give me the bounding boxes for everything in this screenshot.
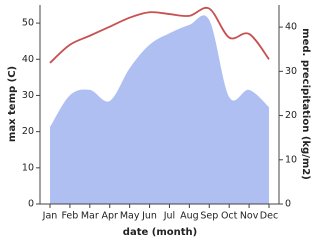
x-tick-label: Nov xyxy=(240,211,259,222)
precipitation-area xyxy=(50,15,269,205)
y2-tick-label: 0 xyxy=(285,199,291,210)
y2-axis-title: med. precipitation (kg/m2) xyxy=(300,28,311,180)
x-tick-label: May xyxy=(120,211,140,222)
y2-tick-label: 10 xyxy=(285,154,297,165)
x-tick-label: Sep xyxy=(200,211,218,222)
x-tick-label: Aug xyxy=(180,211,199,222)
x-tick-label: Apr xyxy=(102,211,119,222)
temp-line xyxy=(49,6,270,64)
y-axis-title: max temp (C) xyxy=(7,66,18,142)
x-axis-title: date (month) xyxy=(123,227,197,238)
y2-tick-label: 20 xyxy=(285,110,297,121)
y-tick-label: 10 xyxy=(22,162,34,173)
x-tick-label: Jun xyxy=(141,211,157,222)
y-tick-label: 50 xyxy=(22,18,34,29)
y-tick-label: 20 xyxy=(22,126,34,137)
y2-tick-label: 30 xyxy=(285,66,297,77)
x-tick-label: Jan xyxy=(42,211,58,222)
y-tick-label: 40 xyxy=(22,54,34,65)
y-tick-label: 30 xyxy=(22,90,34,101)
y-tick-label: 0 xyxy=(28,199,34,210)
y2-tick-label: 40 xyxy=(285,22,297,33)
x-tick-label: Feb xyxy=(61,211,78,222)
x-tick-label: Oct xyxy=(221,211,238,222)
x-tick-label: Jul xyxy=(163,211,175,222)
x-tick-label: Dec xyxy=(260,211,278,222)
x-tick-label: Mar xyxy=(81,211,99,222)
